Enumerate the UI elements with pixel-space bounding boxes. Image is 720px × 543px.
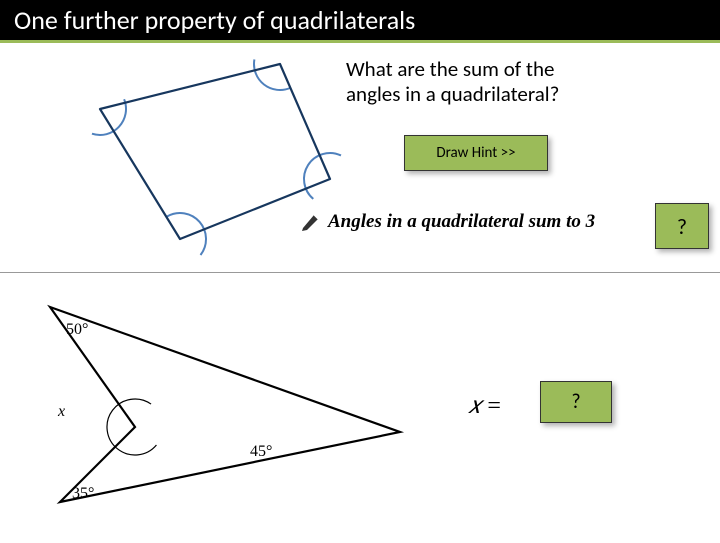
draw-hint-button[interactable]: Draw Hint >> <box>404 135 548 171</box>
page-title: One further property of quadrilaterals <box>14 4 706 36</box>
angle-label-bottom: 35° <box>72 485 94 503</box>
result-row: Angles in a quadrilateral sum to 3 <box>300 211 595 233</box>
question-text: What are the sum of the angles in a quad… <box>346 57 606 107</box>
upper-region: What are the sum of the angles in a quad… <box>0 43 720 273</box>
angle-label-x: x <box>58 403 65 421</box>
angle-label-right: 45° <box>250 443 272 461</box>
hint-button-label: Draw Hint >> <box>436 144 515 162</box>
question-mark-label: ? <box>677 213 687 240</box>
reveal-answer-button-1[interactable]: ? <box>655 203 709 249</box>
question-mark-label-2: ? <box>571 390 580 414</box>
result-text: Angles in a quadrilateral sum to 3 <box>328 211 595 233</box>
equation-lhs: 𝑥 = <box>468 393 501 420</box>
reveal-answer-button-2[interactable]: ? <box>540 381 612 423</box>
angle-label-top: 50° <box>66 321 88 339</box>
title-bar: One further property of quadrilaterals <box>0 0 720 43</box>
lower-region: 50° x 45° 35° 𝑥 = ? <box>0 273 720 543</box>
pencil-icon <box>300 211 322 233</box>
